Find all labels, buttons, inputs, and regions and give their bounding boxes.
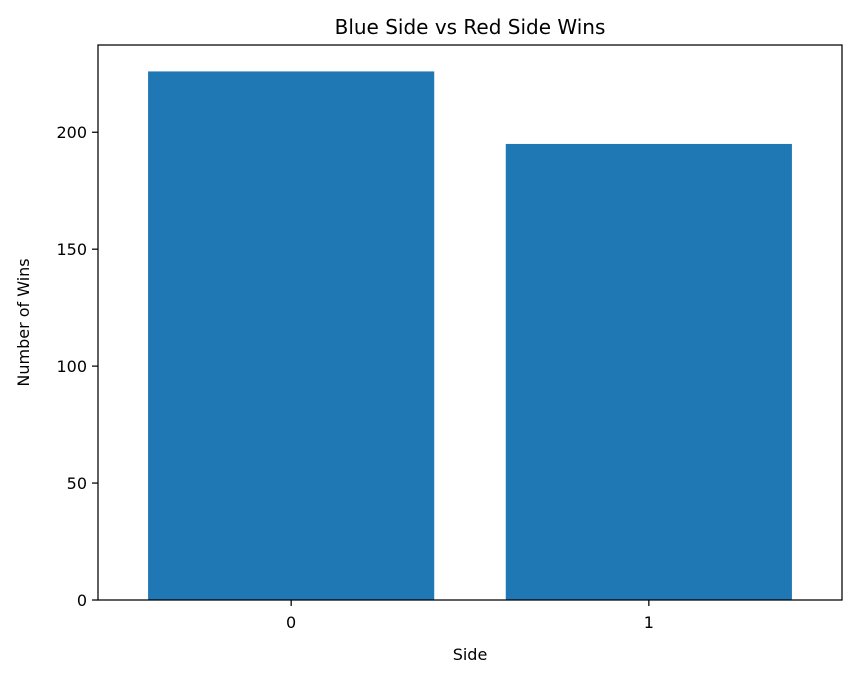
y-tick-label: 0 bbox=[77, 591, 87, 610]
y-tick-label: 150 bbox=[56, 240, 87, 259]
x-tick-label: 1 bbox=[644, 613, 654, 632]
y-axis-ticks: 0 50 100 150 200 bbox=[56, 123, 98, 610]
x-tick-label: 0 bbox=[286, 613, 296, 632]
chart-title: Blue Side vs Red Side Wins bbox=[335, 15, 606, 39]
bar-side-0 bbox=[148, 71, 435, 600]
x-axis-label: Side bbox=[453, 645, 488, 664]
y-axis-label: Number of Wins bbox=[14, 258, 33, 386]
y-tick-label: 50 bbox=[67, 474, 87, 493]
plot-frame bbox=[97, 44, 843, 601]
y-tick-label: 200 bbox=[56, 123, 87, 142]
bar-side-1 bbox=[505, 143, 792, 600]
bars-layer bbox=[148, 71, 792, 600]
y-tick-label: 100 bbox=[56, 357, 87, 376]
